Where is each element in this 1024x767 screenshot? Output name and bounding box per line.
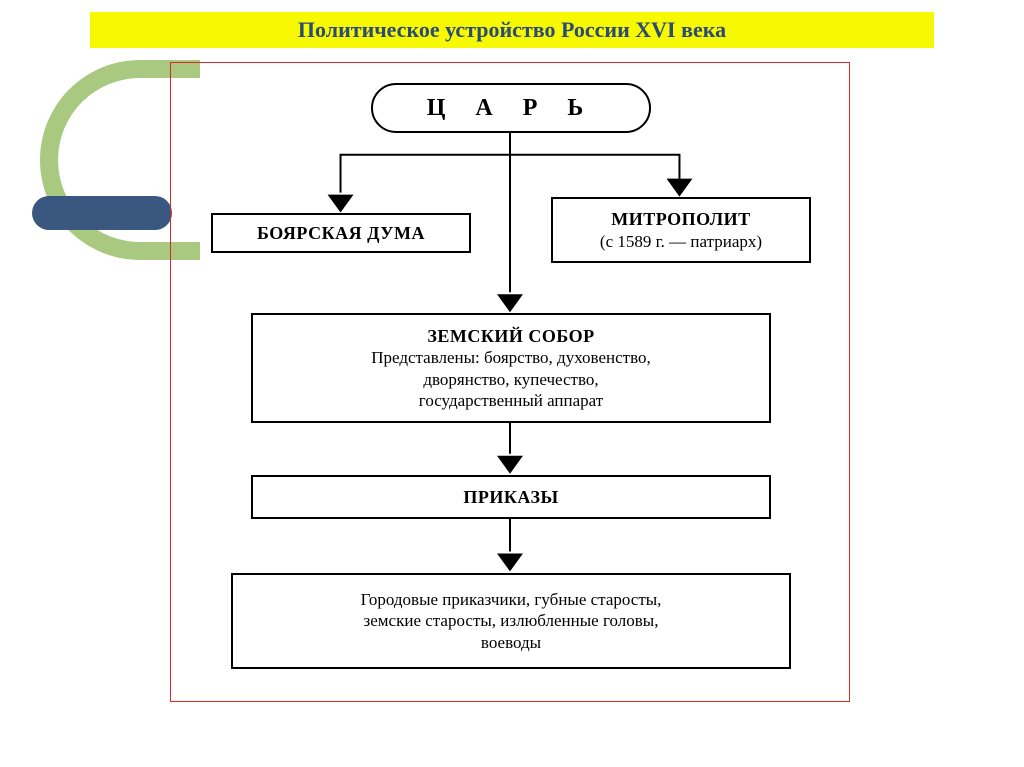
decor-pill: [32, 196, 172, 230]
node-tsar: Ц А Р Ь: [371, 83, 651, 133]
page-title: Политическое устройство России XVI века: [90, 12, 934, 48]
node-local-officials: Городовые приказчики, губные старосты,зе…: [231, 573, 791, 669]
node-zemsky-sobor: ЗЕМСКИЙ СОБОР Представлены: боярство, ду…: [251, 313, 771, 423]
node-prikazy-label: ПРИКАЗЫ: [463, 486, 558, 509]
node-prikazy: ПРИКАЗЫ: [251, 475, 771, 519]
node-mitro-label: МИТРОПОЛИТ: [611, 208, 750, 231]
node-mitro-sub: (с 1589 г. — патриарх): [600, 231, 762, 252]
node-boyar-duma: БОЯРСКАЯ ДУМА: [211, 213, 471, 253]
node-duma-label: БОЯРСКАЯ ДУМА: [257, 222, 425, 245]
title-text: Политическое устройство России XVI века: [298, 17, 726, 43]
node-local-sub: Городовые приказчики, губные старосты,зе…: [361, 589, 662, 653]
node-sobor-sub: Представлены: боярство, духовенство,двор…: [371, 347, 651, 411]
node-mitropolit: МИТРОПОЛИТ (с 1589 г. — патриарх): [551, 197, 811, 263]
node-tsar-label: Ц А Р Ь: [427, 93, 596, 123]
diagram-frame: Ц А Р Ь БОЯРСКАЯ ДУМА МИТРОПОЛИТ (с 1589…: [170, 62, 850, 702]
node-sobor-label: ЗЕМСКИЙ СОБОР: [427, 325, 594, 348]
